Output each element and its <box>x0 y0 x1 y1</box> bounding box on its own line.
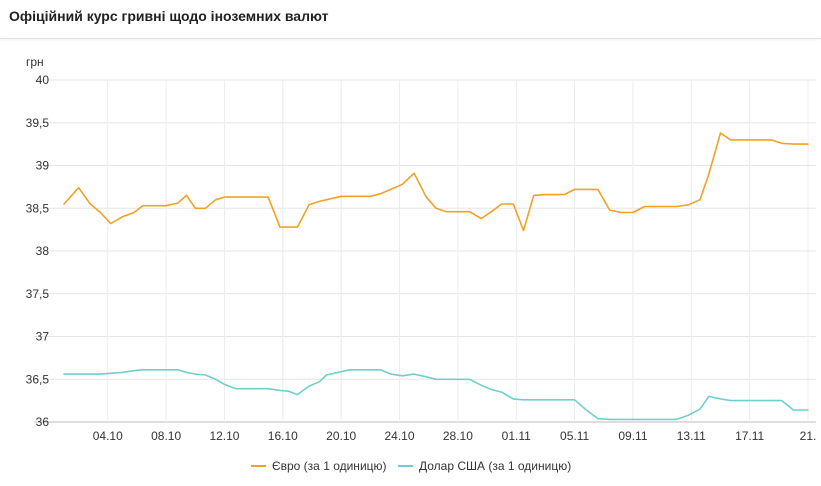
x-tick-label: 04.10 <box>93 429 123 443</box>
y-tick-label: 40 <box>36 73 50 87</box>
x-tick-label: 12.10 <box>209 429 239 443</box>
chart-axes: 36 36,5 37 37,5 38 38,5 39 39,5 40 грн 04.10 08.10 1… <box>26 55 817 443</box>
x-tick-label: 09.11 <box>618 429 647 443</box>
chart-series <box>63 132 809 421</box>
x-tick-label: 21. <box>800 429 817 443</box>
y-tick-label: 37 <box>36 330 50 344</box>
x-tick-label: 20.10 <box>326 429 356 443</box>
x-tick-label: 05.11 <box>560 429 589 443</box>
y-tick-label: 36 <box>36 415 50 429</box>
x-tick-label: 08.10 <box>151 429 181 443</box>
y-tick-label: 39 <box>36 159 50 173</box>
y-tick-label: 39,5 <box>26 116 50 130</box>
x-tick-label: 16.10 <box>268 429 298 443</box>
series-line-usd <box>63 368 809 421</box>
y-tick-label: 36,5 <box>26 372 50 386</box>
chart-grid <box>34 79 816 423</box>
y-tick-label: 38,5 <box>26 201 50 215</box>
y-axis-unit-label: грн <box>26 55 44 69</box>
chart-header: Офіційний курс гривні щодо іноземних вал… <box>0 0 821 39</box>
series-line-eur <box>63 132 809 232</box>
chart-legend[interactable]: Євро (за 1 одиницю) Долар США (за 1 одини… <box>251 459 571 473</box>
legend-label: Євро (за 1 одиницю) <box>272 459 387 473</box>
y-tick-label: 37,5 <box>26 287 50 301</box>
x-tick-label: 13.11 <box>677 429 706 443</box>
x-tick-label: 28.10 <box>443 429 473 443</box>
legend-item-eur[interactable]: Євро (за 1 одиницю) <box>251 459 387 473</box>
x-tick-label: 01.11 <box>502 429 531 443</box>
legend-item-usd[interactable]: Долар США (за 1 одиницю) <box>398 459 571 473</box>
legend-label: Долар США (за 1 одиницю) <box>419 459 571 473</box>
x-tick-label: 17.11 <box>735 429 764 443</box>
y-tick-label: 38 <box>36 244 50 258</box>
chart-title: Офіційний курс гривні щодо іноземних вал… <box>9 8 329 24</box>
x-tick-label: 24.10 <box>385 429 415 443</box>
